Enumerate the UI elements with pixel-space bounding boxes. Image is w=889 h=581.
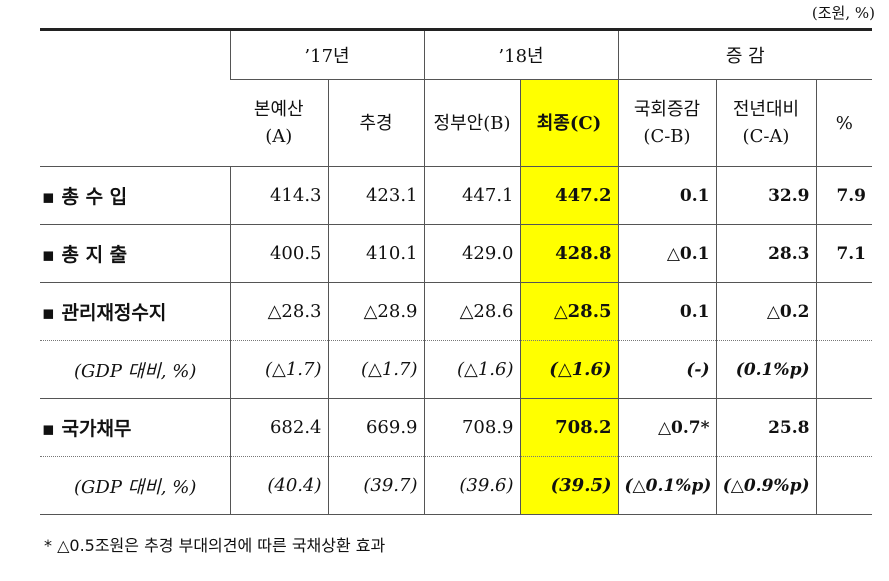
table-cell: 414.3 xyxy=(229,166,328,225)
table-cell: △28.3 xyxy=(229,282,328,341)
group-header: ’18년 xyxy=(423,28,618,80)
column-header-text: 정부안(B) xyxy=(433,112,511,134)
table-head: ’17년 ’18년 증 감 본예산 (A) 추경 정부안(B) 최종(C) 국회증감 (C-B)… xyxy=(40,28,873,167)
table-cell: 7.1 xyxy=(815,224,873,283)
table-row: ▪ 총 지 출 400.5 410.1 429.0 428.8 △0.1 28.3 7.1 xyxy=(40,224,873,283)
unit-label: (조원, %) xyxy=(811,4,875,22)
table-cell: 28.3 xyxy=(715,224,816,283)
table-cell: △0.1 xyxy=(617,224,716,283)
group-header: 증 감 xyxy=(617,28,873,80)
column-header-text: 추경 xyxy=(359,112,393,134)
table-cell: 400.5 xyxy=(229,224,328,283)
table-cell: 423.1 xyxy=(327,166,424,225)
budget-table: ’17년 ’18년 증 감 본예산 (A) 추경 정부안(B) 최종(C) 국회증감 (C-B)… xyxy=(40,28,873,515)
column-header-text: (A) xyxy=(265,126,293,147)
table-cell xyxy=(815,282,873,341)
column-header: 전년대비 (C-A) xyxy=(715,79,816,167)
column-header-text: % xyxy=(835,112,853,134)
table-row: (GDP 대비, %) (△1.7) (△1.7) (△1.6) (△1.6) (-) (0… xyxy=(40,340,873,399)
row-label: ▪ 관리재정수지 xyxy=(42,302,167,324)
table-cell: 447.1 xyxy=(423,166,520,225)
column-header-text: 본예산 xyxy=(253,99,304,120)
table-cell: (40.4) xyxy=(229,456,328,515)
corner-cell xyxy=(40,28,230,167)
row-label: (GDP 대비, %) xyxy=(74,476,197,498)
table-row: (GDP 대비, %) (40.4) (39.7) (39.6) (39.5) (△0.1… xyxy=(40,456,873,515)
table-cell: △28.6 xyxy=(423,282,520,341)
table-cell: (△1.7) xyxy=(327,340,424,399)
table-cell: △0.7* xyxy=(617,398,716,457)
row-label: ▪ 총 수 입 xyxy=(42,186,128,208)
table-cell: 7.9 xyxy=(815,166,873,225)
table-cell: (39.7) xyxy=(327,456,424,515)
column-header-text: 국회증감 xyxy=(633,99,701,120)
table-cell: (△0.9%p) xyxy=(715,456,816,515)
row-label: ▪ 국가채무 xyxy=(42,418,132,440)
table-cell: (△1.7) xyxy=(229,340,328,399)
column-header-text: (C-A) xyxy=(742,126,790,147)
column-header-text: (C-B) xyxy=(643,126,691,147)
table-cell: 682.4 xyxy=(229,398,328,457)
table-row: ▪ 관리재정수지 △28.3 △28.9 △28.6 △28.5 0.1 △0.2 xyxy=(40,282,873,341)
table-cell: (0.1%p) xyxy=(715,340,816,399)
table-cell: △28.9 xyxy=(327,282,424,341)
table-cell: 25.8 xyxy=(715,398,816,457)
group-row: ’17년 ’18년 증 감 xyxy=(40,28,873,167)
table-cell: 447.2 xyxy=(519,166,618,225)
footnote: * △0.5조원은 추경 부대의견에 따른 국채상환 효과 xyxy=(44,536,386,555)
table-cell xyxy=(815,398,873,457)
table-cell: △28.5 xyxy=(519,282,618,341)
table-cell: (△1.6) xyxy=(423,340,520,399)
column-row: 본예산 (A) 추경 정부안(B) 최종(C) 국회증감 (C-B) 전년대비 (C-A)% xyxy=(40,79,873,167)
table-cell: 708.2 xyxy=(519,398,618,457)
table-cell: 708.9 xyxy=(423,398,520,457)
table-cell xyxy=(815,456,873,515)
table-cell: (39.6) xyxy=(423,456,520,515)
row-label: (GDP 대비, %) xyxy=(74,360,197,382)
column-header: 추경 xyxy=(327,79,424,167)
column-header: 본예산 (A) xyxy=(230,79,328,167)
column-header-text: 전년대비 xyxy=(732,99,800,120)
table-row: ▪ 국가채무 682.4 669.9 708.9 708.2 △0.7* 25.8 xyxy=(40,398,873,457)
table-cell: 429.0 xyxy=(423,224,520,283)
table-cell: △0.2 xyxy=(715,282,816,341)
column-header-text: 최종(C) xyxy=(536,112,602,134)
row-label: ▪ 총 지 출 xyxy=(42,244,128,266)
table-cell: (△1.6) xyxy=(519,340,618,399)
table-cell: (△0.1%p) xyxy=(617,456,716,515)
table-cell: 428.8 xyxy=(519,224,618,283)
column-header: % xyxy=(815,79,873,167)
column-header: 국회증감 (C-B) xyxy=(617,79,716,167)
table-cell: 32.9 xyxy=(715,166,816,225)
table-body: ▪ 총 수 입 414.3 423.1 447.1 447.2 0.1 32.9 7.9 ▪ 총… xyxy=(40,166,873,515)
table-cell: (-) xyxy=(617,340,716,399)
table-row: ▪ 총 수 입 414.3 423.1 447.1 447.2 0.1 32.9 7.9 xyxy=(40,166,873,225)
table-cell: 410.1 xyxy=(327,224,424,283)
column-header: 정부안(B) xyxy=(423,79,520,167)
table-cell xyxy=(815,340,873,399)
group-header: ’17년 xyxy=(229,28,424,80)
column-header: 최종(C) xyxy=(519,79,618,167)
table-cell: 0.1 xyxy=(617,166,716,225)
table-cell: 669.9 xyxy=(327,398,424,457)
table-cell: (39.5) xyxy=(519,456,618,515)
table-cell: 0.1 xyxy=(617,282,716,341)
